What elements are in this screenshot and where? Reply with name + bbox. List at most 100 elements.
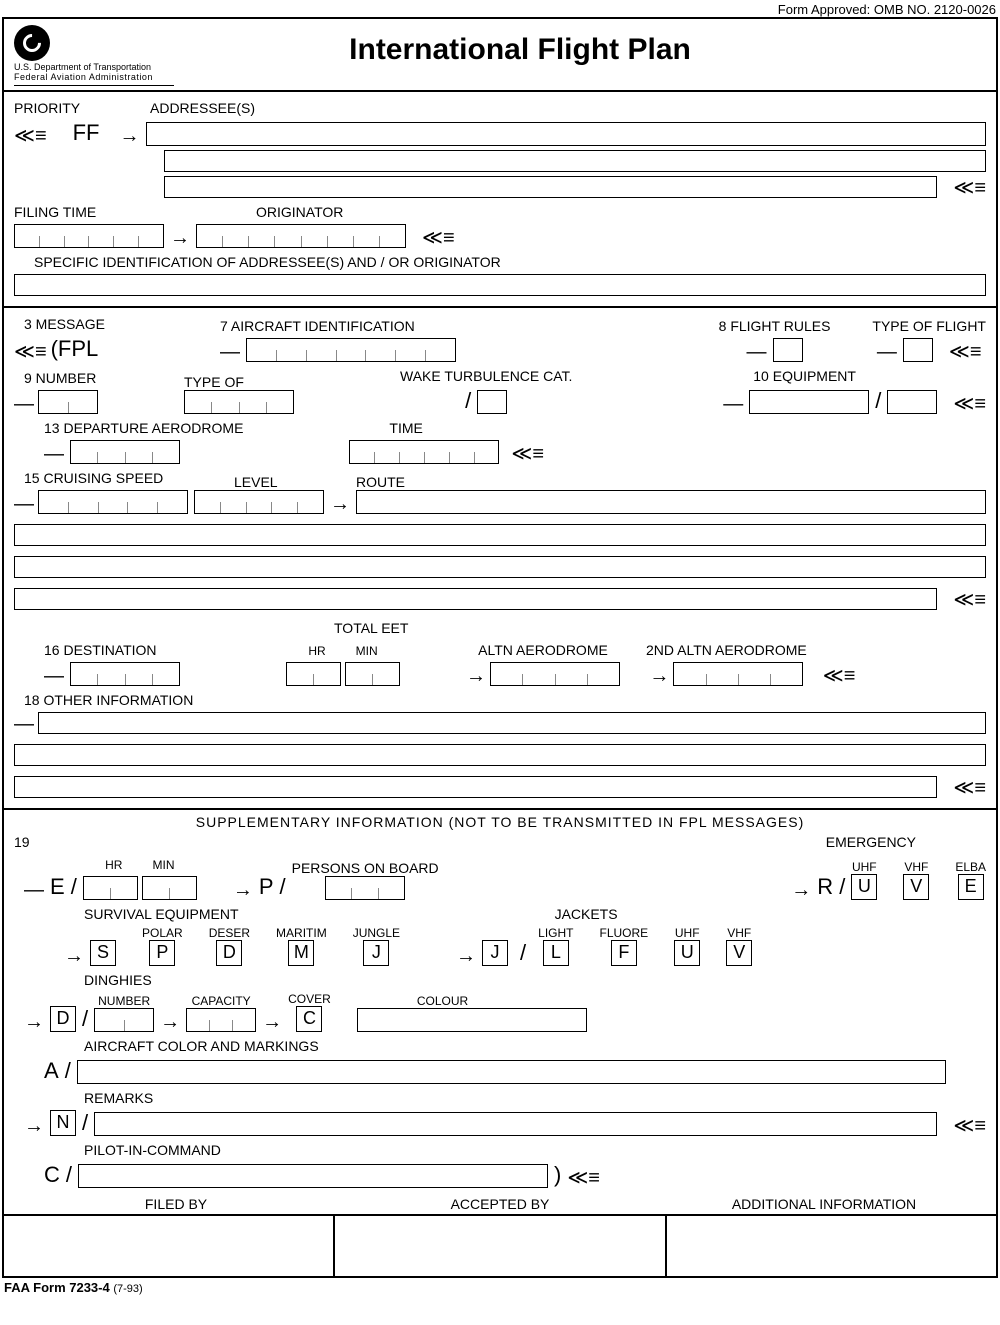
other-info-field-3[interactable] <box>14 776 937 798</box>
specific-id-field[interactable] <box>14 274 986 296</box>
slash: / <box>65 1058 71 1084</box>
altn2-field[interactable] <box>673 662 803 686</box>
aircraft-id-field[interactable] <box>246 338 456 362</box>
number-field[interactable] <box>38 390 98 414</box>
box-d[interactable]: D <box>216 940 242 966</box>
aircraft-color-field[interactable] <box>77 1060 946 1084</box>
label-altn: ALTN AERODROME <box>478 642 608 658</box>
route-field-4[interactable] <box>14 588 937 610</box>
label-departure: 13 DEPARTURE AERODROME <box>44 420 243 436</box>
filed-by-field[interactable] <box>4 1216 335 1276</box>
box-u[interactable]: U <box>851 874 877 900</box>
label-elba: ELBA <box>955 860 986 874</box>
label-capacity: CAPACITY <box>192 994 251 1008</box>
label-hr: HR <box>308 644 325 658</box>
colour-field[interactable] <box>357 1008 587 1032</box>
box-l[interactable]: L <box>543 940 569 966</box>
remarks-field[interactable] <box>94 1112 937 1136</box>
box-m[interactable]: M <box>288 940 314 966</box>
slash: / <box>465 388 471 414</box>
label-maritime: MARITIM <box>276 926 327 940</box>
box-v2[interactable]: V <box>726 940 752 966</box>
dash-icon: — <box>44 666 64 686</box>
close-glyph: ≪≡ <box>953 590 986 610</box>
equipment-field-1[interactable] <box>749 390 869 414</box>
other-info-field-1[interactable] <box>38 712 986 734</box>
label-message: 3 MESSAGE <box>24 316 105 332</box>
endurance-hr-field[interactable] <box>83 876 138 900</box>
slash: / <box>71 874 77 900</box>
route-field-3[interactable] <box>14 556 986 578</box>
originator-field[interactable] <box>196 224 406 248</box>
label-pic: PILOT-IN-COMMAND <box>84 1142 986 1158</box>
agency-block: U.S. Department of Transportation Federa… <box>14 25 174 86</box>
box-c[interactable]: C <box>296 1006 322 1032</box>
altn-field[interactable] <box>490 662 620 686</box>
label-destination: 16 DESTINATION <box>44 642 157 658</box>
slash: / <box>82 1110 88 1136</box>
slash: / <box>839 874 845 900</box>
label-specific-id: SPECIFIC IDENTIFICATION OF ADDRESSEE(S) … <box>34 254 986 270</box>
close-glyph: ≪≡ <box>567 1168 600 1188</box>
box-u2[interactable]: U <box>674 940 700 966</box>
accepted-by-field[interactable] <box>335 1216 666 1276</box>
filing-time-field[interactable] <box>14 224 164 248</box>
code-p: P <box>259 874 274 900</box>
box-s[interactable]: S <box>90 940 116 966</box>
capacity-field[interactable] <box>186 1008 256 1032</box>
equipment-field-2[interactable] <box>887 390 937 414</box>
arrow-icon: → <box>466 666 486 686</box>
box-v[interactable]: V <box>903 874 929 900</box>
destination-field[interactable] <box>70 662 180 686</box>
label-remarks: REMARKS <box>84 1090 986 1106</box>
addl-info-field[interactable] <box>667 1216 996 1276</box>
other-info-field-2[interactable] <box>14 744 986 766</box>
form-number: FAA Form 7233-4 <box>4 1280 110 1295</box>
addressee-field-3[interactable] <box>164 176 937 198</box>
form-number-line: FAA Form 7233-4 (7-93) <box>0 1278 1000 1297</box>
label-filed-by: FILED BY <box>14 1196 338 1212</box>
box-f[interactable]: F <box>611 940 637 966</box>
endurance-min-field[interactable] <box>142 876 197 900</box>
open-glyph: ≪≡ <box>14 126 47 146</box>
flight-rules-field[interactable] <box>773 338 803 362</box>
persons-field[interactable] <box>325 876 405 900</box>
eet-min-field[interactable] <box>345 662 400 686</box>
eet-hr-field[interactable] <box>286 662 341 686</box>
dinghy-number-field[interactable] <box>94 1008 154 1032</box>
label-vhf2: VHF <box>727 926 751 940</box>
box-n[interactable]: N <box>50 1110 76 1136</box>
box-j2[interactable]: J <box>482 940 508 966</box>
close-glyph: ≪≡ <box>953 394 986 414</box>
label-wake: WAKE TURBULENCE CAT. <box>400 368 572 384</box>
type-of-field[interactable] <box>184 390 294 414</box>
box-p[interactable]: P <box>149 940 175 966</box>
box-d2[interactable]: D <box>50 1006 76 1032</box>
label-min: MIN <box>356 644 378 658</box>
level-field[interactable] <box>194 490 324 514</box>
fpl-code: (FPL <box>51 336 99 362</box>
route-field-2[interactable] <box>14 524 986 546</box>
label-jungle: JUNGLE <box>353 926 400 940</box>
section-supplementary: SUPPLEMENTARY INFORMATION (NOT TO BE TRA… <box>4 810 996 1276</box>
type-flight-field[interactable] <box>903 338 933 362</box>
departure-field[interactable] <box>70 440 180 464</box>
page-title: International Flight Plan <box>174 25 986 67</box>
arrow-icon: → <box>120 126 140 146</box>
arrow-icon: → <box>456 946 476 966</box>
addressee-field-1[interactable] <box>146 122 987 146</box>
label-level: LEVEL <box>234 474 278 490</box>
wake-field[interactable] <box>477 390 507 414</box>
route-field-1[interactable] <box>356 490 986 514</box>
addressee-field-2[interactable] <box>164 150 986 172</box>
speed-field[interactable] <box>38 490 188 514</box>
label-persons: PERSONS ON BOARD <box>292 860 439 876</box>
header: U.S. Department of Transportation Federa… <box>4 19 996 92</box>
time-field[interactable] <box>349 440 499 464</box>
slash: / <box>520 940 526 966</box>
label-type-of: TYPE OF <box>184 374 244 390</box>
box-j[interactable]: J <box>363 940 389 966</box>
box-e[interactable]: E <box>958 874 984 900</box>
pic-field[interactable] <box>78 1164 548 1188</box>
slash: / <box>82 1006 88 1032</box>
